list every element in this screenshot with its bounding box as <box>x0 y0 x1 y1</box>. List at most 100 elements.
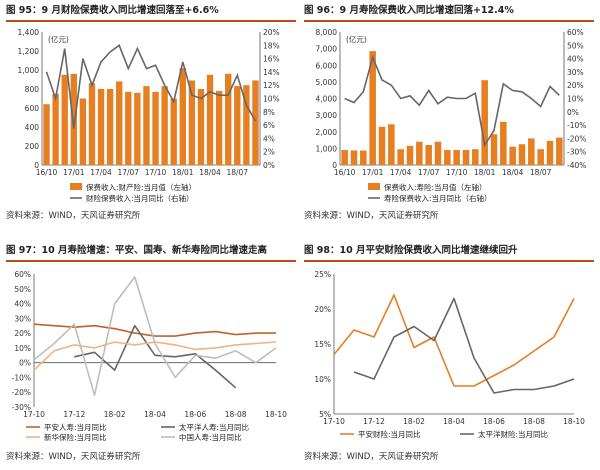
bar <box>472 149 479 165</box>
x-tick-label: 16/10 <box>36 168 58 177</box>
legend-label: 新华保险:当月同比 <box>44 432 107 442</box>
y2-tick-label: 2% <box>263 148 275 157</box>
legend-swatch-bar <box>70 183 82 190</box>
bar <box>152 91 159 165</box>
y2-tick-label: 40% <box>567 55 584 64</box>
bar <box>500 121 507 165</box>
bar <box>509 146 516 165</box>
series-line <box>45 44 257 129</box>
y-tick-label: 6,000 <box>316 61 338 70</box>
series-line <box>344 54 560 148</box>
legend-swatch-bar <box>368 183 380 190</box>
y-tick-label: 5% <box>319 410 331 419</box>
series-line <box>333 294 575 387</box>
x-tick-label: 17/10 <box>446 168 468 177</box>
x-tick-label: 18/04 <box>199 168 221 177</box>
bar <box>106 89 114 165</box>
y2-tick-label: 20% <box>567 81 584 90</box>
bar <box>79 98 87 165</box>
series-line <box>353 297 575 394</box>
y-tick-label: 1,000 <box>18 66 40 75</box>
y-tick-label: 50% <box>14 285 31 294</box>
bar <box>43 104 50 165</box>
bar <box>52 93 59 165</box>
y-tick-label: 20% <box>14 329 31 338</box>
y-tick-label: 30% <box>14 314 31 323</box>
y2-tick-label: 18% <box>263 41 280 50</box>
bar <box>116 81 123 165</box>
bar <box>61 74 68 165</box>
y-tick-label: -10% <box>12 373 31 382</box>
chart-96: 0 1,000 2,000 3,000 4,000 5,000 6,000 7,000 8,00… <box>316 28 587 203</box>
y-tick-label: 0 <box>332 161 337 170</box>
bar <box>490 134 498 165</box>
bar <box>170 98 177 165</box>
bar <box>528 138 535 165</box>
x-tick-label: 17-10 <box>23 410 45 419</box>
bar <box>434 141 442 165</box>
bar <box>225 73 232 165</box>
bar <box>206 74 214 165</box>
x-tick-label: 18-08 <box>523 417 545 426</box>
y-tick-label: 2,000 <box>316 128 338 137</box>
x-tick-label: 18-10 <box>265 410 287 419</box>
x-tick-label: 17-12 <box>63 410 85 419</box>
bar <box>481 80 488 165</box>
bar <box>453 150 460 165</box>
chart-title: 图 98：10 月平安财险保费收入同比增速继续回升 <box>304 244 594 262</box>
bar <box>215 90 223 165</box>
bar <box>234 86 241 165</box>
y2-tick-label: 12% <box>263 81 280 90</box>
y2-tick-label: -40% <box>567 161 586 170</box>
y2-tick-label: 6% <box>263 121 275 130</box>
y2-tick-label: 50% <box>567 41 584 50</box>
chart-source: 资料来源：WIND，天风证券研究所 <box>6 211 141 221</box>
y-tick-label: 1,400 <box>18 28 40 37</box>
chart-source: 资料来源：WIND，天风证券研究所 <box>6 452 141 462</box>
x-tick-label: 18-06 <box>483 417 505 426</box>
y2-tick-label: 10% <box>263 95 280 104</box>
x-tick-label: 17/10 <box>145 168 167 177</box>
y-tick-label: 0 <box>34 161 39 170</box>
series-line <box>33 276 277 396</box>
series-line <box>33 323 276 337</box>
chart-95: 0 200 400 600 800 1,000 1,200 1,400 0% 2% 4% 6% 8% 10… <box>18 28 280 203</box>
y2-tick-label: 0% <box>263 161 275 170</box>
bar <box>88 83 96 165</box>
bar <box>462 150 470 165</box>
bar <box>369 51 376 165</box>
bar <box>143 86 150 165</box>
bar <box>161 86 168 165</box>
bar <box>388 124 395 165</box>
y-tick-label: 600 <box>25 104 40 113</box>
y-tick-label: 10% <box>314 375 331 384</box>
x-tick-label: 18/01 <box>172 168 194 177</box>
bar <box>556 137 563 165</box>
y-tick-label: 1,000 <box>316 144 338 153</box>
y-tick-label: 1,200 <box>18 47 40 56</box>
bar <box>378 126 386 165</box>
y2-tick-label: 8% <box>263 108 275 117</box>
unit-label: (亿元) <box>346 34 367 44</box>
x-tick-label: 18-06 <box>184 410 206 419</box>
series-line <box>74 324 237 389</box>
x-tick-label: 17/01 <box>362 168 384 177</box>
legend-label: 中国人寿:当月同比 <box>179 432 242 442</box>
y2-tick-label: -30% <box>567 148 586 157</box>
y-tick-label: -20% <box>12 388 31 397</box>
y-tick-label: 3,000 <box>316 111 338 120</box>
bar <box>179 68 186 165</box>
bar <box>360 150 367 165</box>
y-tick-label: 10% <box>14 344 31 353</box>
y-tick-label: 400 <box>25 123 40 132</box>
x-tick-label: 18/07 <box>530 168 552 177</box>
y2-tick-label: 60% <box>567 28 584 37</box>
y-tick-label: 200 <box>25 142 40 151</box>
bar <box>425 145 432 165</box>
legend-label: 寿险保费收入:当月同比（右轴） <box>384 193 492 203</box>
y-tick-label: 4,000 <box>316 95 338 104</box>
bar <box>197 89 205 165</box>
x-tick-label: 18-02 <box>104 410 126 419</box>
y-tick-label: 60% <box>14 270 31 279</box>
y-tick-label: 5,000 <box>316 78 338 87</box>
